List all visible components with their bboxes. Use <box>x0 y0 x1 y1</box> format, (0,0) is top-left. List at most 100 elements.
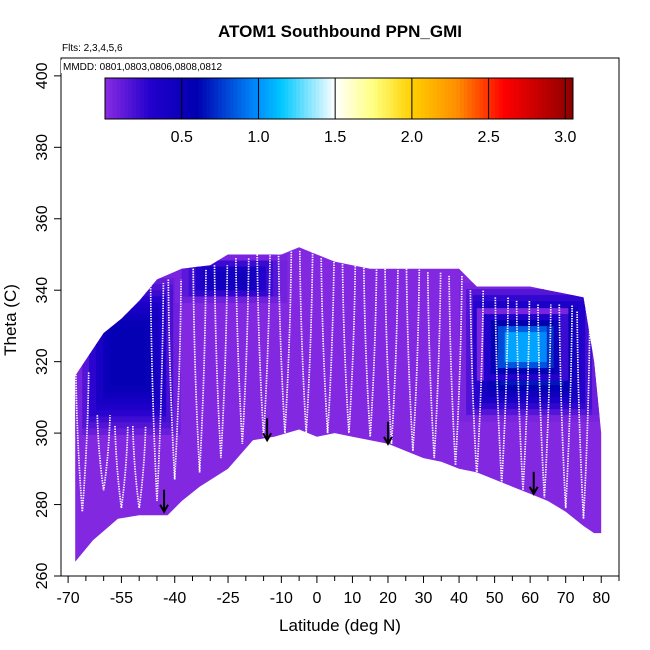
field-cell <box>159 362 167 369</box>
field-cell <box>279 266 288 274</box>
field-cell <box>571 283 579 290</box>
field-cell <box>571 379 579 386</box>
field-cell <box>571 319 579 326</box>
field-cell <box>578 319 586 326</box>
field-cell <box>553 344 562 351</box>
colorbar-cell <box>124 78 129 119</box>
field-cell <box>96 272 104 279</box>
field-cell <box>279 296 288 304</box>
field-cell <box>216 254 225 262</box>
field-cell <box>251 260 260 268</box>
field-cell <box>508 301 516 308</box>
colorbar-cell <box>378 78 383 119</box>
field-cell <box>550 289 558 296</box>
field-cell <box>166 290 174 297</box>
field-cell <box>557 391 565 398</box>
flight-profile <box>494 297 509 484</box>
field-cell <box>466 403 474 410</box>
field-cell <box>501 301 509 308</box>
colorbar-cell <box>417 78 422 119</box>
field-cell <box>145 428 153 435</box>
field-cell <box>124 320 132 327</box>
field-cell <box>480 379 488 386</box>
field-cell <box>174 272 183 280</box>
field-cell <box>75 296 83 303</box>
colorbar-cell <box>225 78 231 119</box>
field-cell <box>515 289 523 296</box>
field-cell <box>173 308 181 315</box>
field-cell <box>82 410 90 417</box>
field-cell <box>560 374 569 381</box>
colorbar-cell <box>206 78 211 119</box>
field-cell <box>124 296 132 303</box>
colorbar-cell <box>264 78 270 119</box>
field-cell <box>578 289 586 296</box>
field-cell <box>592 403 600 410</box>
field-cell <box>138 422 146 429</box>
field-cell <box>89 332 97 339</box>
field-cell <box>131 350 139 357</box>
field-cell <box>592 397 600 404</box>
field-cell <box>539 344 548 351</box>
colorbar-tick-label: 1.5 <box>324 129 346 146</box>
field-cell <box>585 361 593 368</box>
field-cell <box>515 283 523 290</box>
field-cell <box>501 409 509 416</box>
field-cell <box>483 344 492 351</box>
field-cell <box>550 391 558 398</box>
field-cell <box>230 278 239 286</box>
field-cell <box>553 350 562 357</box>
field-cell <box>490 356 499 363</box>
field-cell <box>174 290 183 298</box>
field-cell <box>82 338 90 345</box>
colorbar-cell <box>569 78 574 119</box>
colorbar-cell <box>405 78 410 119</box>
field-cell <box>459 403 467 410</box>
field-cell <box>216 296 225 304</box>
field-cell <box>174 266 183 274</box>
y-tick-label: 300 <box>34 420 51 447</box>
field-cell <box>571 415 579 422</box>
field-cell <box>110 380 118 387</box>
colorbar-cell <box>331 78 336 119</box>
field-cell <box>110 314 118 321</box>
field-cell <box>173 362 181 369</box>
field-cell <box>124 278 132 285</box>
field-cell <box>553 374 562 381</box>
colorbar-cell <box>530 78 535 119</box>
field-cell <box>532 362 541 369</box>
colorbar-cell <box>366 78 371 119</box>
field-cell <box>564 295 572 302</box>
field-cell <box>592 391 600 398</box>
colorbar-cell <box>401 78 406 119</box>
field-cell <box>490 350 499 357</box>
field-cell <box>279 254 288 262</box>
flight-profile <box>448 275 463 466</box>
field-cell <box>209 284 218 292</box>
field-cell <box>166 308 174 315</box>
field-cell <box>532 320 541 327</box>
field-cell <box>117 350 125 357</box>
field-cell <box>494 295 502 302</box>
field-cell <box>82 398 90 405</box>
field-cell <box>124 374 132 381</box>
field-cell <box>508 409 516 416</box>
field-cell <box>138 308 146 315</box>
field-cell <box>145 368 153 375</box>
field-cell <box>571 307 579 314</box>
field-cell <box>75 350 83 357</box>
field-cell <box>511 362 520 369</box>
colorbar-cell <box>397 78 402 119</box>
field-cell <box>511 308 520 315</box>
field-cell <box>96 284 104 291</box>
colorbar-cell <box>241 78 246 119</box>
field-cell <box>209 290 218 298</box>
colorbar-cell <box>475 78 480 119</box>
colorbar-tick-label: 0.5 <box>171 129 193 146</box>
field-cell <box>543 295 551 302</box>
field-cell <box>145 278 153 285</box>
field-cell <box>473 409 481 416</box>
field-cell <box>131 338 139 345</box>
colorbar-cell <box>459 78 465 119</box>
field-cell <box>487 283 495 290</box>
